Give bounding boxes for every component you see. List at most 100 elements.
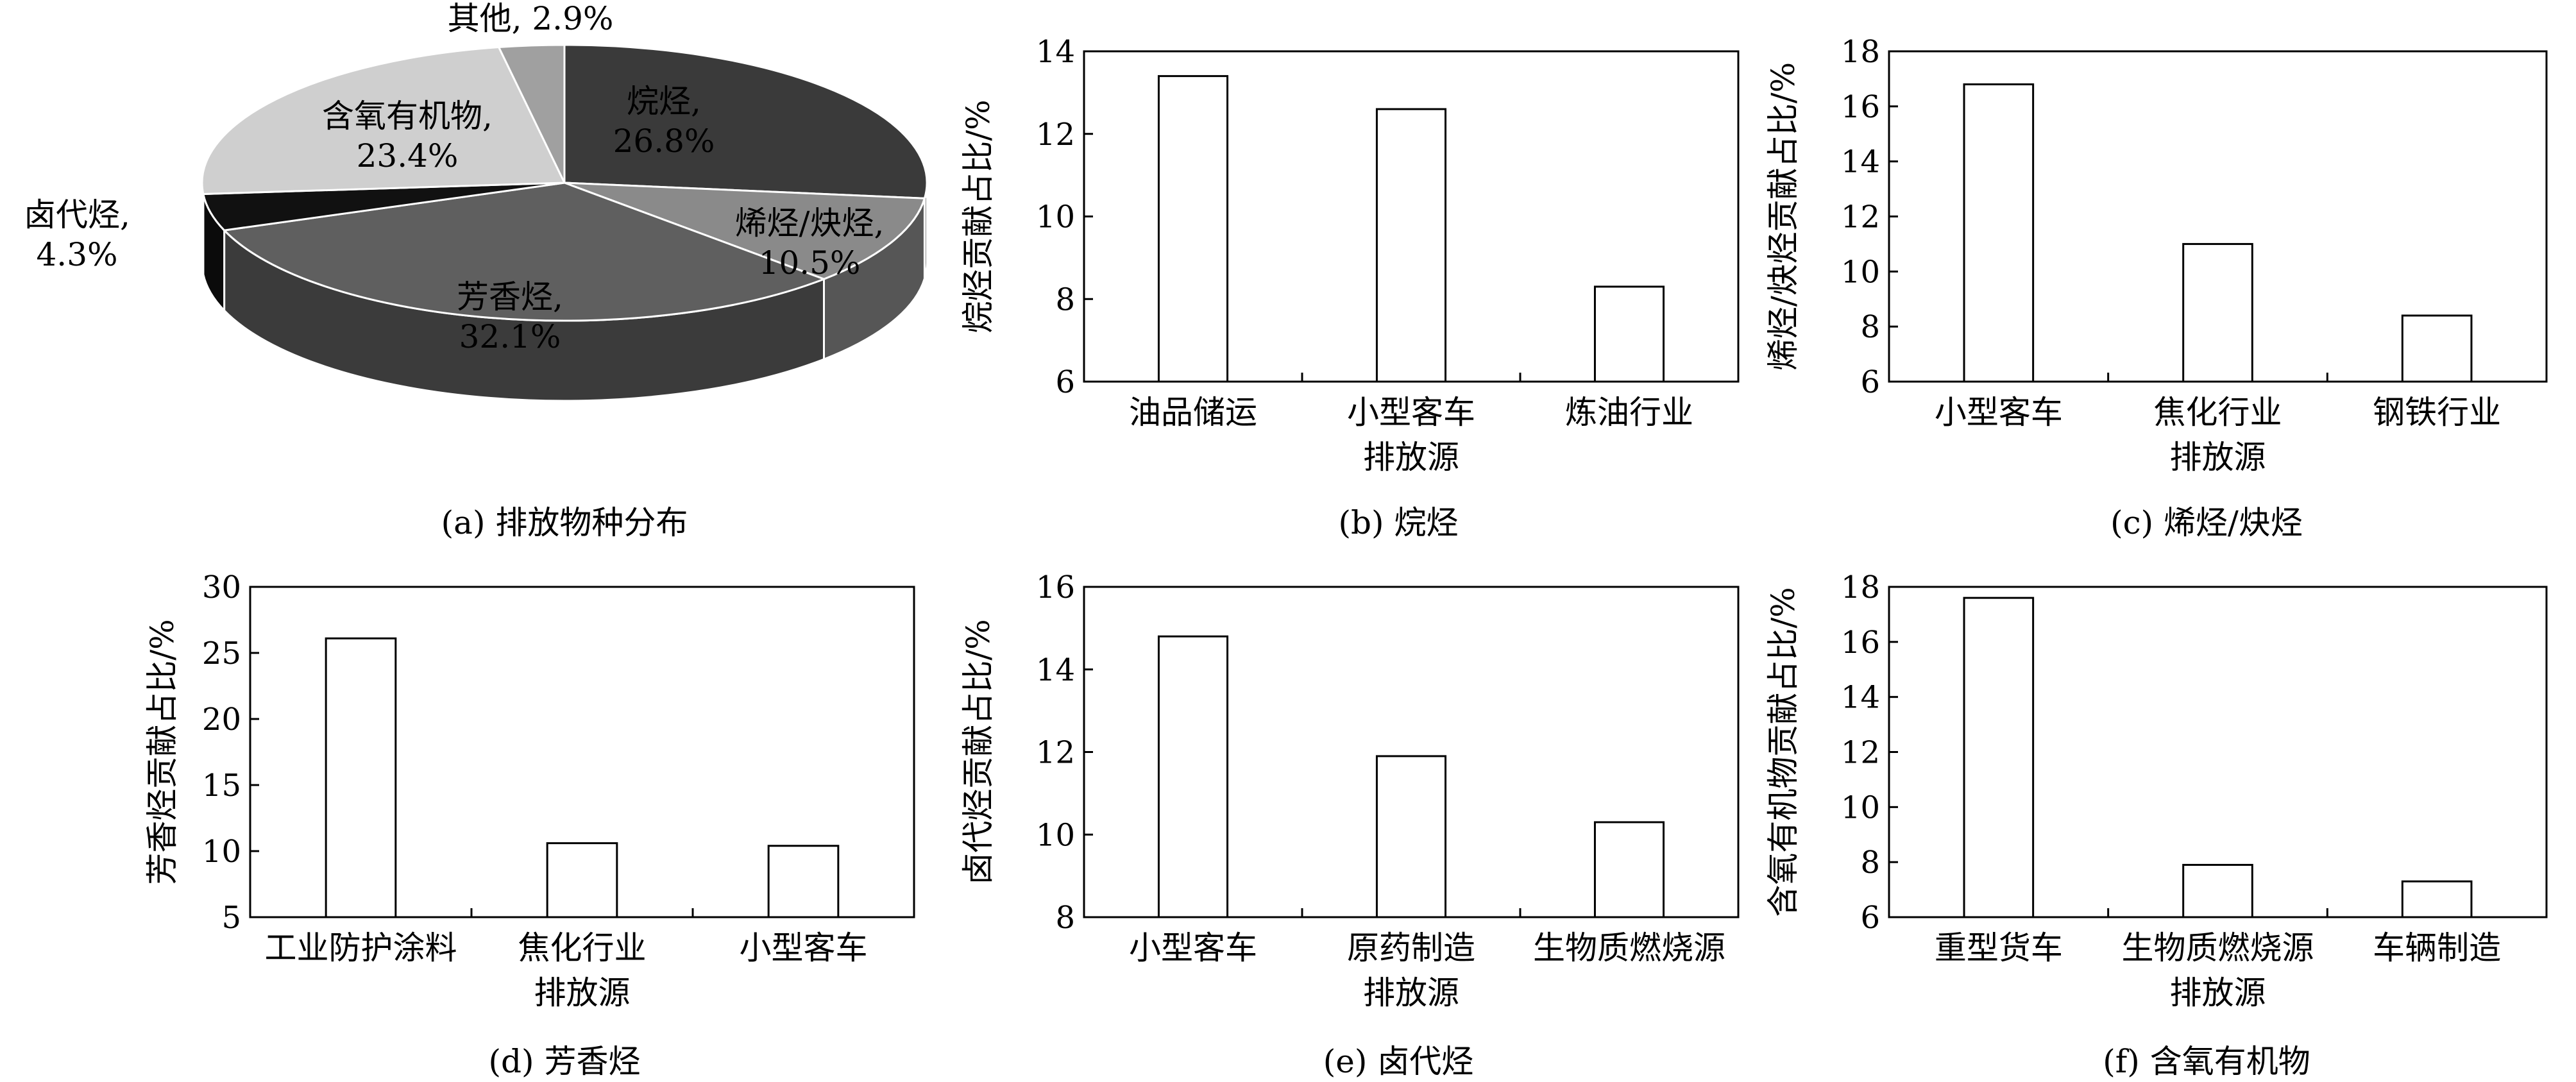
y-tick-label-3: 20 bbox=[202, 702, 241, 738]
x-category-label-0: 油品储运 bbox=[1129, 394, 1257, 431]
y-tick-label-5: 16 bbox=[1841, 625, 1880, 661]
pie-label-2-1: 32.1% bbox=[459, 318, 561, 355]
y-tick-label-2: 15 bbox=[202, 768, 241, 804]
pie-label-1-1: 10.5% bbox=[759, 244, 861, 282]
y-tick-label-1: 10 bbox=[202, 834, 241, 870]
bar-1 bbox=[546, 842, 618, 918]
caption-b: (b) 烷烃 bbox=[1338, 504, 1459, 541]
pie-label-0-0: 烷烃, bbox=[627, 83, 701, 120]
y-tick-label-4: 14 bbox=[1841, 680, 1880, 716]
x-category-label-2: 车辆制造 bbox=[2373, 929, 2501, 967]
x-category-label-1: 小型客车 bbox=[1347, 394, 1475, 431]
y-tick-label-3: 12 bbox=[1036, 117, 1075, 153]
pie-label-3-0: 卤代烃, bbox=[24, 196, 130, 233]
pie-label-4-0: 含氧有机物, bbox=[322, 97, 493, 135]
y-tick-label-4: 16 bbox=[1036, 570, 1075, 605]
bar-0 bbox=[1963, 83, 2035, 383]
pie-caption: (a) 排放物种分布 bbox=[441, 504, 688, 541]
y-tick-label-1: 8 bbox=[1860, 309, 1880, 345]
y-tick-label-1: 10 bbox=[1036, 817, 1075, 853]
bar-2 bbox=[1593, 285, 1665, 383]
bar-0 bbox=[1157, 75, 1229, 383]
bar-panel-c: 6 8 10 12 14 16 18 小型客车 焦化行业 钢铁行业排放源 烯烃/炔烃贡献占比/% bbox=[1754, 0, 2576, 552]
x-category-label-0: 重型货车 bbox=[1935, 929, 2063, 967]
pie-slice-1 bbox=[564, 182, 926, 280]
x-axis-label: 排放源 bbox=[534, 974, 631, 1011]
bar-2 bbox=[2401, 880, 2473, 918]
y-tick-label-4: 25 bbox=[202, 636, 241, 672]
x-category-label-2: 生物质燃烧源 bbox=[1533, 929, 1725, 967]
pie-label-5-0: 其他, 2.9% bbox=[448, 0, 614, 37]
pie-slice-0 bbox=[563, 44, 928, 199]
bar-1 bbox=[1375, 108, 1447, 383]
pie-panel: 烷烃, 26.8% 烯烃/炔烃, 10.5% 芳香烃, 32.1% 卤代烃, 4.3% 含氧有机… bbox=[0, 0, 943, 552]
y-tick-label-1: 8 bbox=[1055, 282, 1075, 317]
x-category-label-0: 工业防护涂料 bbox=[265, 929, 457, 967]
y-tick-label-3: 14 bbox=[1036, 652, 1075, 688]
pie-slice-2 bbox=[222, 182, 827, 322]
x-axis-label: 排放源 bbox=[1363, 974, 1459, 1011]
caption-f: (f) 含氧有机物 bbox=[2103, 1043, 2310, 1080]
pie-label-1-0: 烯烃/炔烃, bbox=[735, 205, 885, 242]
x-axis-label: 排放源 bbox=[1363, 439, 1459, 476]
bar-panel-e: 8 10 12 14 16 小型客车 原药制造 生物质燃烧源排放源 卤代烃贡献占比/% bbox=[949, 552, 1764, 1076]
bar-panel-b: 6 8 10 12 14 油品储运 小型客车 炼油行业排放源 烷烃贡献占比/% bbox=[949, 0, 1764, 552]
y-tick-label-0: 6 bbox=[1860, 900, 1880, 936]
pie-slice-5 bbox=[497, 44, 566, 183]
caption-d: (d) 芳香烃 bbox=[488, 1043, 641, 1080]
x-category-label-2: 小型客车 bbox=[740, 929, 868, 967]
pie-label-4-1: 23.4% bbox=[357, 137, 459, 174]
y-tick-label-0: 6 bbox=[1055, 364, 1075, 400]
x-category-label-1: 焦化行业 bbox=[2154, 394, 2282, 431]
y-axis-label: 卤代烃贡献占比/% bbox=[960, 619, 997, 884]
y-tick-label-2: 10 bbox=[1036, 199, 1075, 235]
bar-2 bbox=[2401, 314, 2473, 383]
pie-slice-4 bbox=[201, 46, 566, 196]
x-category-label-1: 焦化行业 bbox=[518, 929, 647, 967]
x-category-label-0: 小型客车 bbox=[1935, 394, 2063, 431]
y-tick-label-3: 12 bbox=[1841, 735, 1880, 771]
pie-chart: 烷烃,26.8% 烯烃/炔烃,10.5% 芳香烃,32.1% 卤代烃,4.3% 含氧有机… bbox=[24, 0, 928, 402]
bar-1 bbox=[2182, 242, 2253, 383]
y-axis-label: 含氧有机物贡献占比/% bbox=[1765, 587, 1802, 917]
y-tick-label-0: 6 bbox=[1860, 364, 1880, 400]
x-category-label-0: 小型客车 bbox=[1129, 929, 1257, 967]
caption-e: (e) 卤代烃 bbox=[1323, 1043, 1474, 1080]
bar-panel-f: 6 8 10 12 14 16 18 重型货车 生物质燃烧源 车辆制造 排放源 含氧有机物贡献占比/% bbox=[1754, 552, 2576, 1076]
bar-2 bbox=[767, 845, 840, 918]
bar-0 bbox=[1963, 596, 2035, 918]
bar-1 bbox=[1375, 755, 1447, 918]
y-tick-label-6: 18 bbox=[1841, 570, 1880, 605]
bar-0 bbox=[1157, 635, 1229, 918]
y-tick-label-5: 16 bbox=[1841, 89, 1880, 125]
y-tick-label-2: 10 bbox=[1841, 790, 1880, 825]
y-tick-label-2: 12 bbox=[1036, 735, 1075, 771]
x-category-label-2: 钢铁行业 bbox=[2373, 394, 2501, 431]
y-tick-label-0: 5 bbox=[221, 900, 241, 936]
y-tick-label-0: 8 bbox=[1055, 900, 1075, 936]
y-tick-label-4: 14 bbox=[1036, 34, 1075, 70]
y-tick-label-3: 12 bbox=[1841, 199, 1880, 235]
y-tick-label-2: 10 bbox=[1841, 254, 1880, 290]
x-category-label-1: 原药制造 bbox=[1347, 929, 1475, 967]
bar-2 bbox=[1593, 821, 1665, 918]
y-tick-label-5: 30 bbox=[202, 570, 241, 605]
bar-panel-d: 5 10 15 20 25 30 工业防护涂料 焦化行业 小型客车排放源 芳香烃贡献占比/% bbox=[128, 552, 943, 1076]
x-axis-label: 排放源 bbox=[2170, 974, 2266, 1011]
x-axis-label: 排放源 bbox=[2170, 439, 2266, 476]
y-axis-label: 芳香烃贡献占比/% bbox=[144, 619, 181, 884]
y-axis-label: 烯烃/炔烃贡献占比/% bbox=[1765, 62, 1802, 371]
y-tick-label-4: 14 bbox=[1841, 144, 1880, 180]
pie-label-0-1: 26.8% bbox=[613, 123, 715, 160]
y-axis-label: 烷烃贡献占比/% bbox=[960, 99, 997, 333]
bar-0 bbox=[325, 637, 397, 918]
x-category-label-1: 生物质燃烧源 bbox=[2122, 929, 2314, 967]
pie-label-2-0: 芳香烃, bbox=[457, 278, 563, 316]
caption-c: (c) 烯烃/炔烃 bbox=[2110, 504, 2303, 541]
x-category-label-2: 炼油行业 bbox=[1565, 394, 1693, 431]
y-tick-label-6: 18 bbox=[1841, 34, 1880, 70]
